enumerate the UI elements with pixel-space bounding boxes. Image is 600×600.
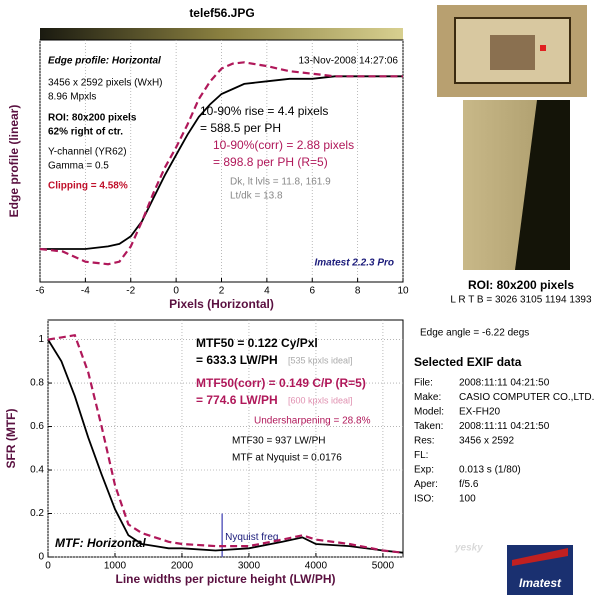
annotation: MTF30 = 937 LW/PH	[232, 436, 325, 447]
exif-key: Aper:	[414, 479, 438, 490]
x-tick-label: -4	[81, 286, 90, 297]
annotation: MTF at Nyquist = 0.0176	[232, 453, 342, 464]
annotation: [600 kpxls ideal]	[288, 395, 353, 405]
annotation: = 898.8 per PH (R=5)	[213, 155, 328, 169]
exif-title: Selected EXIF data	[414, 355, 522, 369]
annotation: 10-90% rise = 4.4 pixels	[200, 104, 328, 118]
exif-value: f/5.6	[459, 479, 479, 490]
exif-key: Res:	[414, 436, 435, 447]
annotation: Edge profile: Horizontal	[48, 56, 161, 67]
annotation: Gamma = 0.5	[48, 161, 109, 172]
exif-key: FL:	[414, 450, 428, 461]
x-tick-label: 2	[219, 286, 225, 297]
annotation: Clipping = 4.58%	[48, 181, 128, 192]
annotation: = 588.5 per PH	[200, 121, 281, 135]
y-tick-label: 0.6	[30, 421, 44, 432]
edge-annotations: Edge profile: Horizontal 13-Nov-2008 14:…	[48, 56, 398, 269]
annotation: 3456 x 2592 pixels (WxH)	[48, 78, 163, 89]
exif-value: 0.013 s (1/80)	[459, 465, 521, 476]
annotation: 8.96 Mpxls	[48, 92, 96, 103]
exif-value: 2008:11:11 04:21:50	[459, 378, 550, 389]
exif-key: Taken:	[414, 421, 443, 432]
x-tick-label: -6	[36, 286, 45, 297]
x-axis-label: Pixels (Horizontal)	[169, 297, 274, 311]
side-panel: ROI: 80x200 pixels L R T B = 3026 3105 1…	[414, 5, 594, 595]
roi-marker	[540, 45, 546, 51]
annotation: MTF50(corr) = 0.149 C/P (R=5)	[196, 376, 366, 390]
exif-key: Model:	[414, 407, 444, 418]
series-line	[47, 333, 404, 554]
y-tick-label: 0.4	[30, 465, 44, 476]
x-tick-label: 0	[173, 286, 179, 297]
x-axis-label: Line widths per picture height (LW/PH)	[115, 572, 335, 586]
annotation: MTF50 = 0.122 Cy/Pxl	[196, 336, 318, 350]
mtf-annotations: MTF50 = 0.122 Cy/Pxl = 633.3 LW/PH [535 …	[55, 336, 371, 550]
annotation: Undersharpening = 28.8%	[254, 416, 371, 427]
y-tick-label: 0	[38, 552, 44, 563]
x-tick-label: 3000	[238, 561, 261, 572]
x-tick-label: 5000	[372, 561, 395, 572]
exif-key: File:	[414, 378, 433, 389]
annotation: 10-90%(corr) = 2.88 pixels	[213, 138, 354, 152]
x-tick-label: 8	[355, 286, 361, 297]
y-tick-label: 0.8	[30, 378, 44, 389]
chart: -6 -4 -2 0 2 4 6 8 10 Pixels (Horizontal) Edge pro…	[7, 39, 409, 311]
annotation: Lt/dk = 13.8	[230, 191, 283, 202]
annotation: Imatest 2.2.3 Pro	[315, 258, 394, 269]
annotation: Dk, lt lvls = 11.8, 161.9	[230, 177, 331, 188]
chart: 0 1000 2000 3000 4000 5000 0 0.2 0.4 0.6 0.8 1 Line …	[4, 319, 404, 586]
annotation: = 633.3 LW/PH	[196, 353, 278, 367]
y-axis-label: Edge profile (linear)	[7, 105, 21, 218]
y-axis-label: SFR (MTF)	[4, 409, 18, 469]
x-tick-label: 1000	[104, 561, 127, 572]
page-title: telef56.JPG	[189, 6, 254, 20]
chart-target	[490, 35, 535, 70]
watermark: yesky	[454, 543, 483, 554]
exif-key: Exp:	[414, 465, 434, 476]
y-tick-label: 0.2	[30, 508, 44, 519]
annotation: Y-channel (YR62)	[48, 147, 127, 158]
x-tick-label: -2	[126, 286, 135, 297]
nyquist-label: Nyquist freq.	[225, 532, 281, 543]
level-bar	[40, 28, 403, 40]
annotation: [535 kpxls ideal]	[288, 355, 353, 365]
y-tick-label: 1	[38, 334, 44, 345]
exif-value: CASIO COMPUTER CO.,LTD.	[459, 392, 594, 403]
exif-key: ISO:	[414, 494, 434, 505]
annotation: ROI: 80x200 pixels	[48, 113, 137, 124]
exif-table: File: 2008:11:11 04:21:50 Make: CASIO COMPU…	[414, 378, 594, 505]
series-line	[40, 75, 403, 250]
exif-value: 100	[459, 494, 476, 505]
exif-value: 3456 x 2592	[459, 436, 514, 447]
series-line	[47, 339, 404, 554]
annotation: = 774.6 LW/PH	[196, 393, 278, 407]
x-tick-label: 6	[309, 286, 315, 297]
exif-value: 2008:11:11 04:21:50	[459, 421, 550, 432]
edge-angle: Edge angle = -6.22 degs	[420, 328, 529, 339]
roi-edge	[515, 100, 570, 270]
roi-label: ROI: 80x200 pixels	[468, 278, 574, 292]
x-tick-label: 2000	[171, 561, 194, 572]
x-tick-label: 4000	[305, 561, 328, 572]
logo-text: Imatest	[519, 576, 562, 590]
x-tick-label: 4	[264, 286, 270, 297]
annotation: 62% right of ctr.	[48, 127, 123, 138]
roi-coords: L R T B = 3026 3105 1194 1393	[450, 295, 592, 306]
annotation: MTF: Horizontal	[55, 536, 146, 550]
exif-value: EX-FH20	[459, 407, 501, 418]
annotation: 13-Nov-2008 14:27:06	[298, 56, 398, 67]
x-tick-label: 10	[397, 286, 409, 297]
series-line	[39, 61, 403, 266]
logo-stripe	[512, 548, 568, 566]
x-tick-label: 0	[45, 561, 51, 572]
exif-key: Make:	[414, 392, 441, 403]
plot-area	[47, 319, 404, 558]
